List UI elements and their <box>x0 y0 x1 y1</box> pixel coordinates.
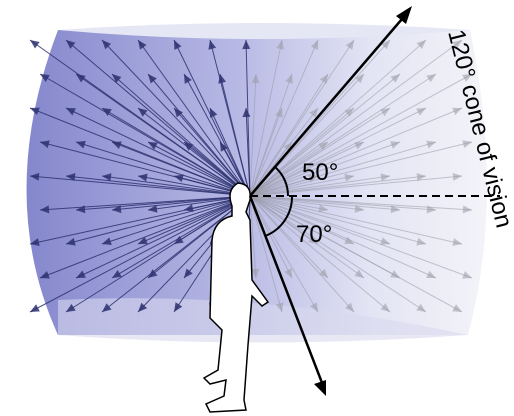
lower-angle-label: 70° <box>296 221 332 248</box>
upper-angle-label: 50° <box>302 159 338 186</box>
page: 50° 70° 120° cone of vision (() => { con… <box>0 0 514 416</box>
arrow-head <box>30 40 40 48</box>
lower-arrowhead <box>314 380 326 396</box>
diagram: 50° 70° 120° cone of vision <box>0 0 514 416</box>
